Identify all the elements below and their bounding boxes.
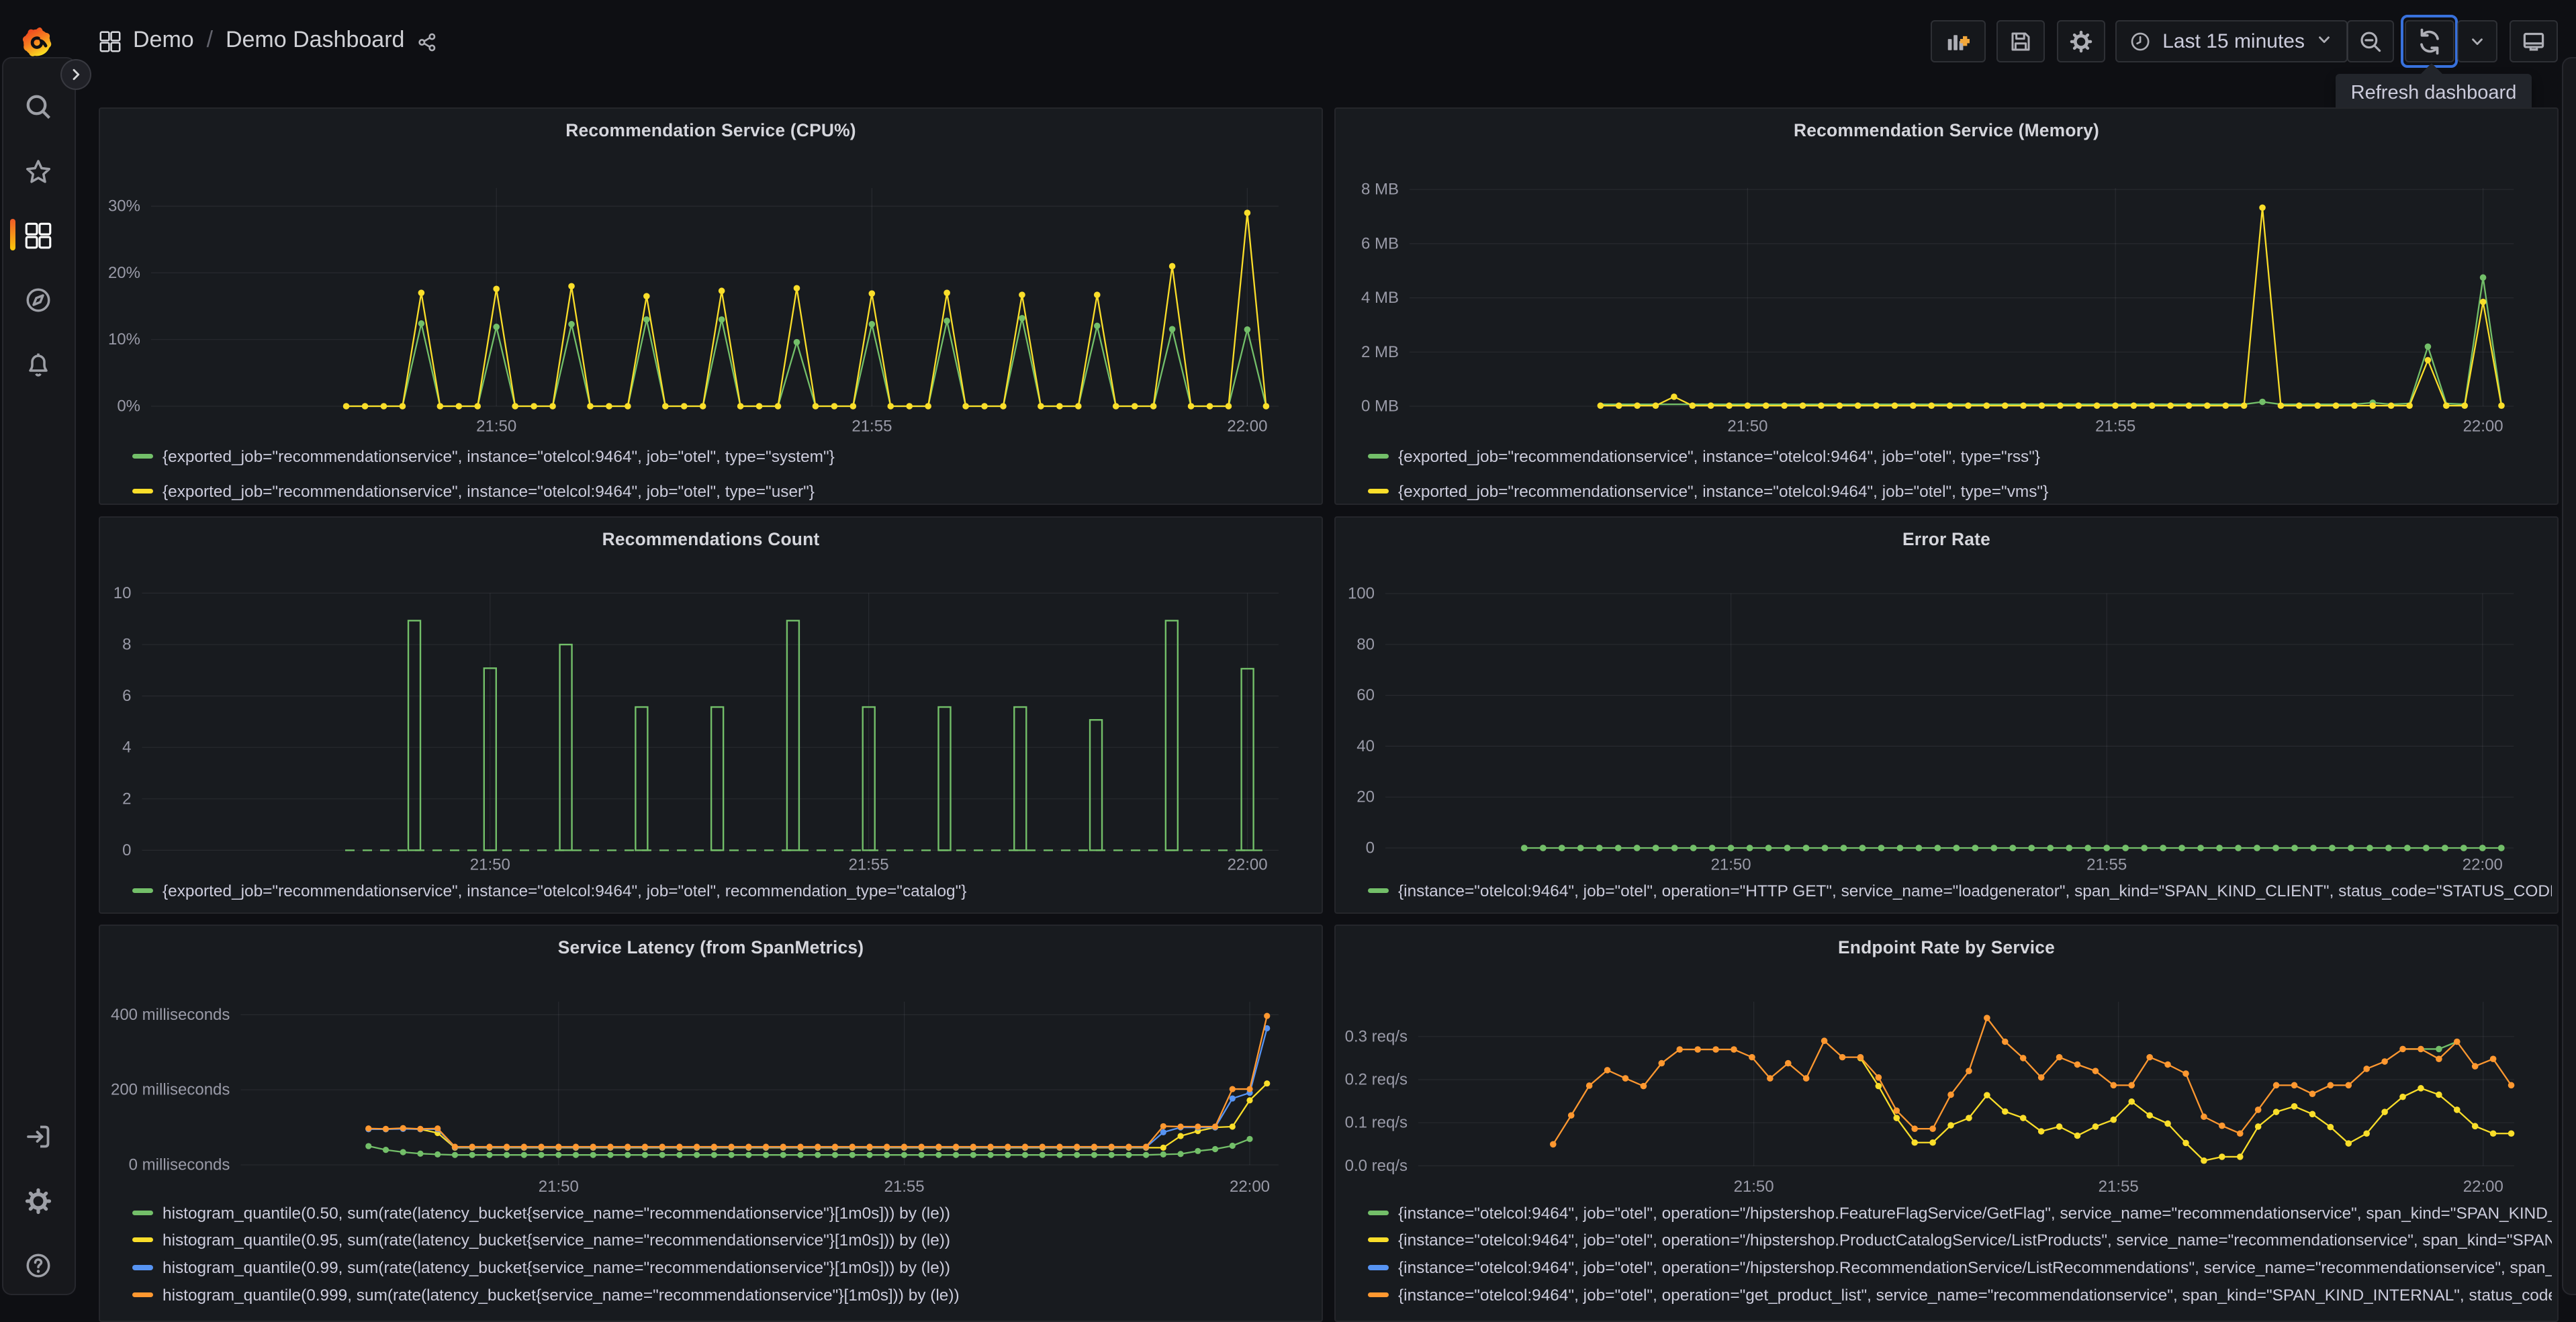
svg-text:0.0 req/s: 0.0 req/s xyxy=(1345,1157,1408,1175)
svg-text:2 MB: 2 MB xyxy=(1361,343,1399,361)
svg-text:21:55: 21:55 xyxy=(2099,1178,2139,1196)
svg-text:30%: 30% xyxy=(108,197,140,216)
svg-text:21:50: 21:50 xyxy=(1727,418,1767,436)
svg-text:20: 20 xyxy=(1356,788,1375,806)
svg-text:6: 6 xyxy=(122,687,131,705)
svg-text:200 milliseconds: 200 milliseconds xyxy=(111,1081,230,1099)
svg-text:21:50: 21:50 xyxy=(539,1178,579,1196)
svg-text:0%: 0% xyxy=(117,397,140,416)
svg-text:0.2 req/s: 0.2 req/s xyxy=(1345,1071,1408,1089)
svg-text:0 MB: 0 MB xyxy=(1361,397,1399,416)
svg-text:6 MB: 6 MB xyxy=(1361,234,1399,252)
svg-text:0: 0 xyxy=(122,841,131,859)
svg-text:21:50: 21:50 xyxy=(476,418,516,436)
svg-text:400 milliseconds: 400 milliseconds xyxy=(111,1006,230,1024)
svg-text:10%: 10% xyxy=(108,330,140,348)
svg-text:22:00: 22:00 xyxy=(1230,1178,1270,1196)
svg-text:4 MB: 4 MB xyxy=(1361,289,1399,307)
svg-text:4: 4 xyxy=(122,739,131,757)
svg-text:22:00: 22:00 xyxy=(2463,418,2503,436)
svg-text:21:55: 21:55 xyxy=(852,418,892,436)
svg-text:22:00: 22:00 xyxy=(2463,856,2503,874)
svg-text:40: 40 xyxy=(1356,737,1375,755)
svg-text:0.1 req/s: 0.1 req/s xyxy=(1345,1114,1408,1132)
svg-text:21:55: 21:55 xyxy=(849,856,889,874)
svg-text:8 MB: 8 MB xyxy=(1361,181,1399,199)
svg-text:60: 60 xyxy=(1356,686,1375,704)
svg-text:0 milliseconds: 0 milliseconds xyxy=(129,1156,230,1174)
svg-text:22:00: 22:00 xyxy=(2463,1178,2503,1196)
svg-text:2: 2 xyxy=(122,790,131,808)
svg-text:22:00: 22:00 xyxy=(1228,856,1268,874)
svg-text:80: 80 xyxy=(1356,635,1375,653)
svg-text:21:50: 21:50 xyxy=(1711,856,1751,874)
svg-text:20%: 20% xyxy=(108,264,140,282)
svg-text:8: 8 xyxy=(122,636,131,654)
svg-text:10: 10 xyxy=(113,584,132,602)
svg-text:21:50: 21:50 xyxy=(1734,1178,1774,1196)
svg-text:21:55: 21:55 xyxy=(2086,856,2127,874)
svg-text:0: 0 xyxy=(1366,839,1375,857)
svg-text:100: 100 xyxy=(1348,585,1375,603)
svg-text:21:55: 21:55 xyxy=(2095,418,2135,436)
svg-text:22:00: 22:00 xyxy=(1227,418,1267,436)
svg-text:0.3 req/s: 0.3 req/s xyxy=(1345,1027,1408,1045)
svg-text:21:55: 21:55 xyxy=(884,1178,925,1196)
svg-text:21:50: 21:50 xyxy=(470,856,510,874)
